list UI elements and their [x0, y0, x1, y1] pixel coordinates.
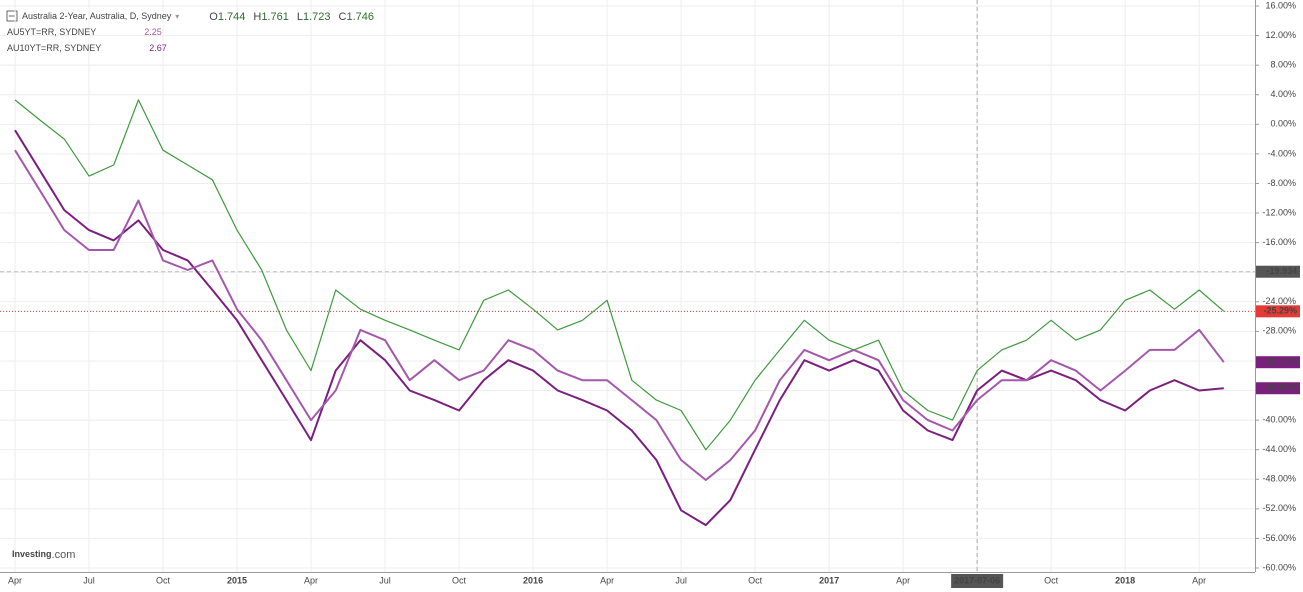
- x-tick-label: 2018: [1115, 575, 1135, 585]
- ohlc-value: 1.744: [218, 11, 246, 23]
- ohlc-label: L: [297, 11, 303, 23]
- legend-name: AU5YT=RR, SYDNEY: [7, 27, 96, 37]
- series-line: [14, 129, 1224, 527]
- series-line: [14, 149, 1225, 481]
- price-label: -25.29%: [1263, 306, 1297, 316]
- x-tick-label: 2017: [819, 575, 839, 585]
- x-tick-label: Oct: [452, 575, 467, 585]
- y-tick-label: 4.00%: [1270, 89, 1296, 99]
- ohlc-label: C: [339, 11, 347, 23]
- x-tick-label: Jul: [675, 575, 687, 585]
- x-tick-label: 2016: [523, 575, 543, 585]
- x-tick-label: Apr: [896, 575, 910, 585]
- price-label-box: [1256, 356, 1300, 369]
- x-tick-label: Apr: [600, 575, 614, 585]
- logo-main: Investing: [12, 549, 52, 559]
- crosshair-x-box: [951, 574, 1004, 588]
- x-tick-label: Jul: [379, 575, 391, 585]
- y-tick-label: -52.00%: [1262, 503, 1296, 513]
- crosshair-x-label: 2017-07-06: [954, 575, 1000, 585]
- crosshair-y-label: -19.934: [1266, 266, 1297, 276]
- y-tick-label: -48.00%: [1262, 474, 1296, 484]
- y-tick-label: -16.00%: [1262, 237, 1296, 247]
- y-tick-label: -56.00%: [1262, 533, 1296, 543]
- ohlc-value: 1.723: [303, 11, 331, 23]
- collapse-icon[interactable]: [6, 10, 18, 22]
- y-tick-label: 16.00%: [1265, 0, 1296, 10]
- price-label-box: [1256, 305, 1300, 318]
- x-tick-label: Oct: [1044, 575, 1059, 585]
- legend-value: 2.25: [144, 27, 162, 37]
- y-tick-label: -4.00%: [1267, 148, 1296, 158]
- legend-entry: AU10YT=RR, SYDNEY 2.67: [7, 43, 167, 53]
- x-tick-label: Apr: [8, 575, 22, 585]
- ohlc-value: 1.746: [346, 11, 374, 23]
- x-tick-label: Jul: [83, 575, 95, 585]
- x-tick-label: Oct: [748, 575, 763, 585]
- header-dropdown: ▾: [175, 12, 179, 21]
- x-tick-label: Apr: [304, 575, 318, 585]
- logo-suffix: .com: [52, 549, 76, 561]
- y-tick-label: -28.00%: [1262, 326, 1296, 336]
- x-tick-label: Oct: [156, 575, 171, 585]
- header-title: Australia 2-Year, Australia, D, Sydney: [22, 11, 172, 21]
- y-tick-label: 0.00%: [1270, 119, 1296, 129]
- series-line: [14, 99, 1225, 451]
- crosshair-y-box: [1256, 265, 1300, 278]
- y-tick-label: -24.00%: [1262, 296, 1296, 306]
- y-tick-label: -12.00%: [1262, 207, 1296, 217]
- ohlc-label: H: [253, 11, 261, 23]
- x-tick-label: 2015: [227, 575, 247, 585]
- y-tick-label: -8.00%: [1267, 178, 1296, 188]
- ohlc-value: 1.761: [261, 11, 289, 23]
- price-label-box: [1256, 382, 1300, 395]
- y-tick-label: 8.00%: [1270, 60, 1296, 70]
- price-label: -35.69%: [1263, 383, 1297, 393]
- x-tick-label: Apr: [1192, 575, 1206, 585]
- logo: Investing.com: [12, 549, 75, 561]
- y-tick-label: -60.00%: [1262, 562, 1296, 572]
- legend-entry: AU5YT=RR, SYDNEY 2.25: [7, 27, 162, 37]
- y-tick-label: 12.00%: [1265, 30, 1296, 40]
- y-tick-label: -44.00%: [1262, 444, 1296, 454]
- legend-name: AU10YT=RR, SYDNEY: [7, 43, 101, 53]
- ohlc-label: O: [209, 11, 218, 23]
- legend-value: 2.67: [149, 43, 167, 53]
- price-label: -32.17%: [1263, 357, 1297, 367]
- y-tick-label: -40.00%: [1262, 414, 1296, 424]
- header: Australia 2-Year, Australia, D, Sydney ▾ O…: [22, 11, 374, 23]
